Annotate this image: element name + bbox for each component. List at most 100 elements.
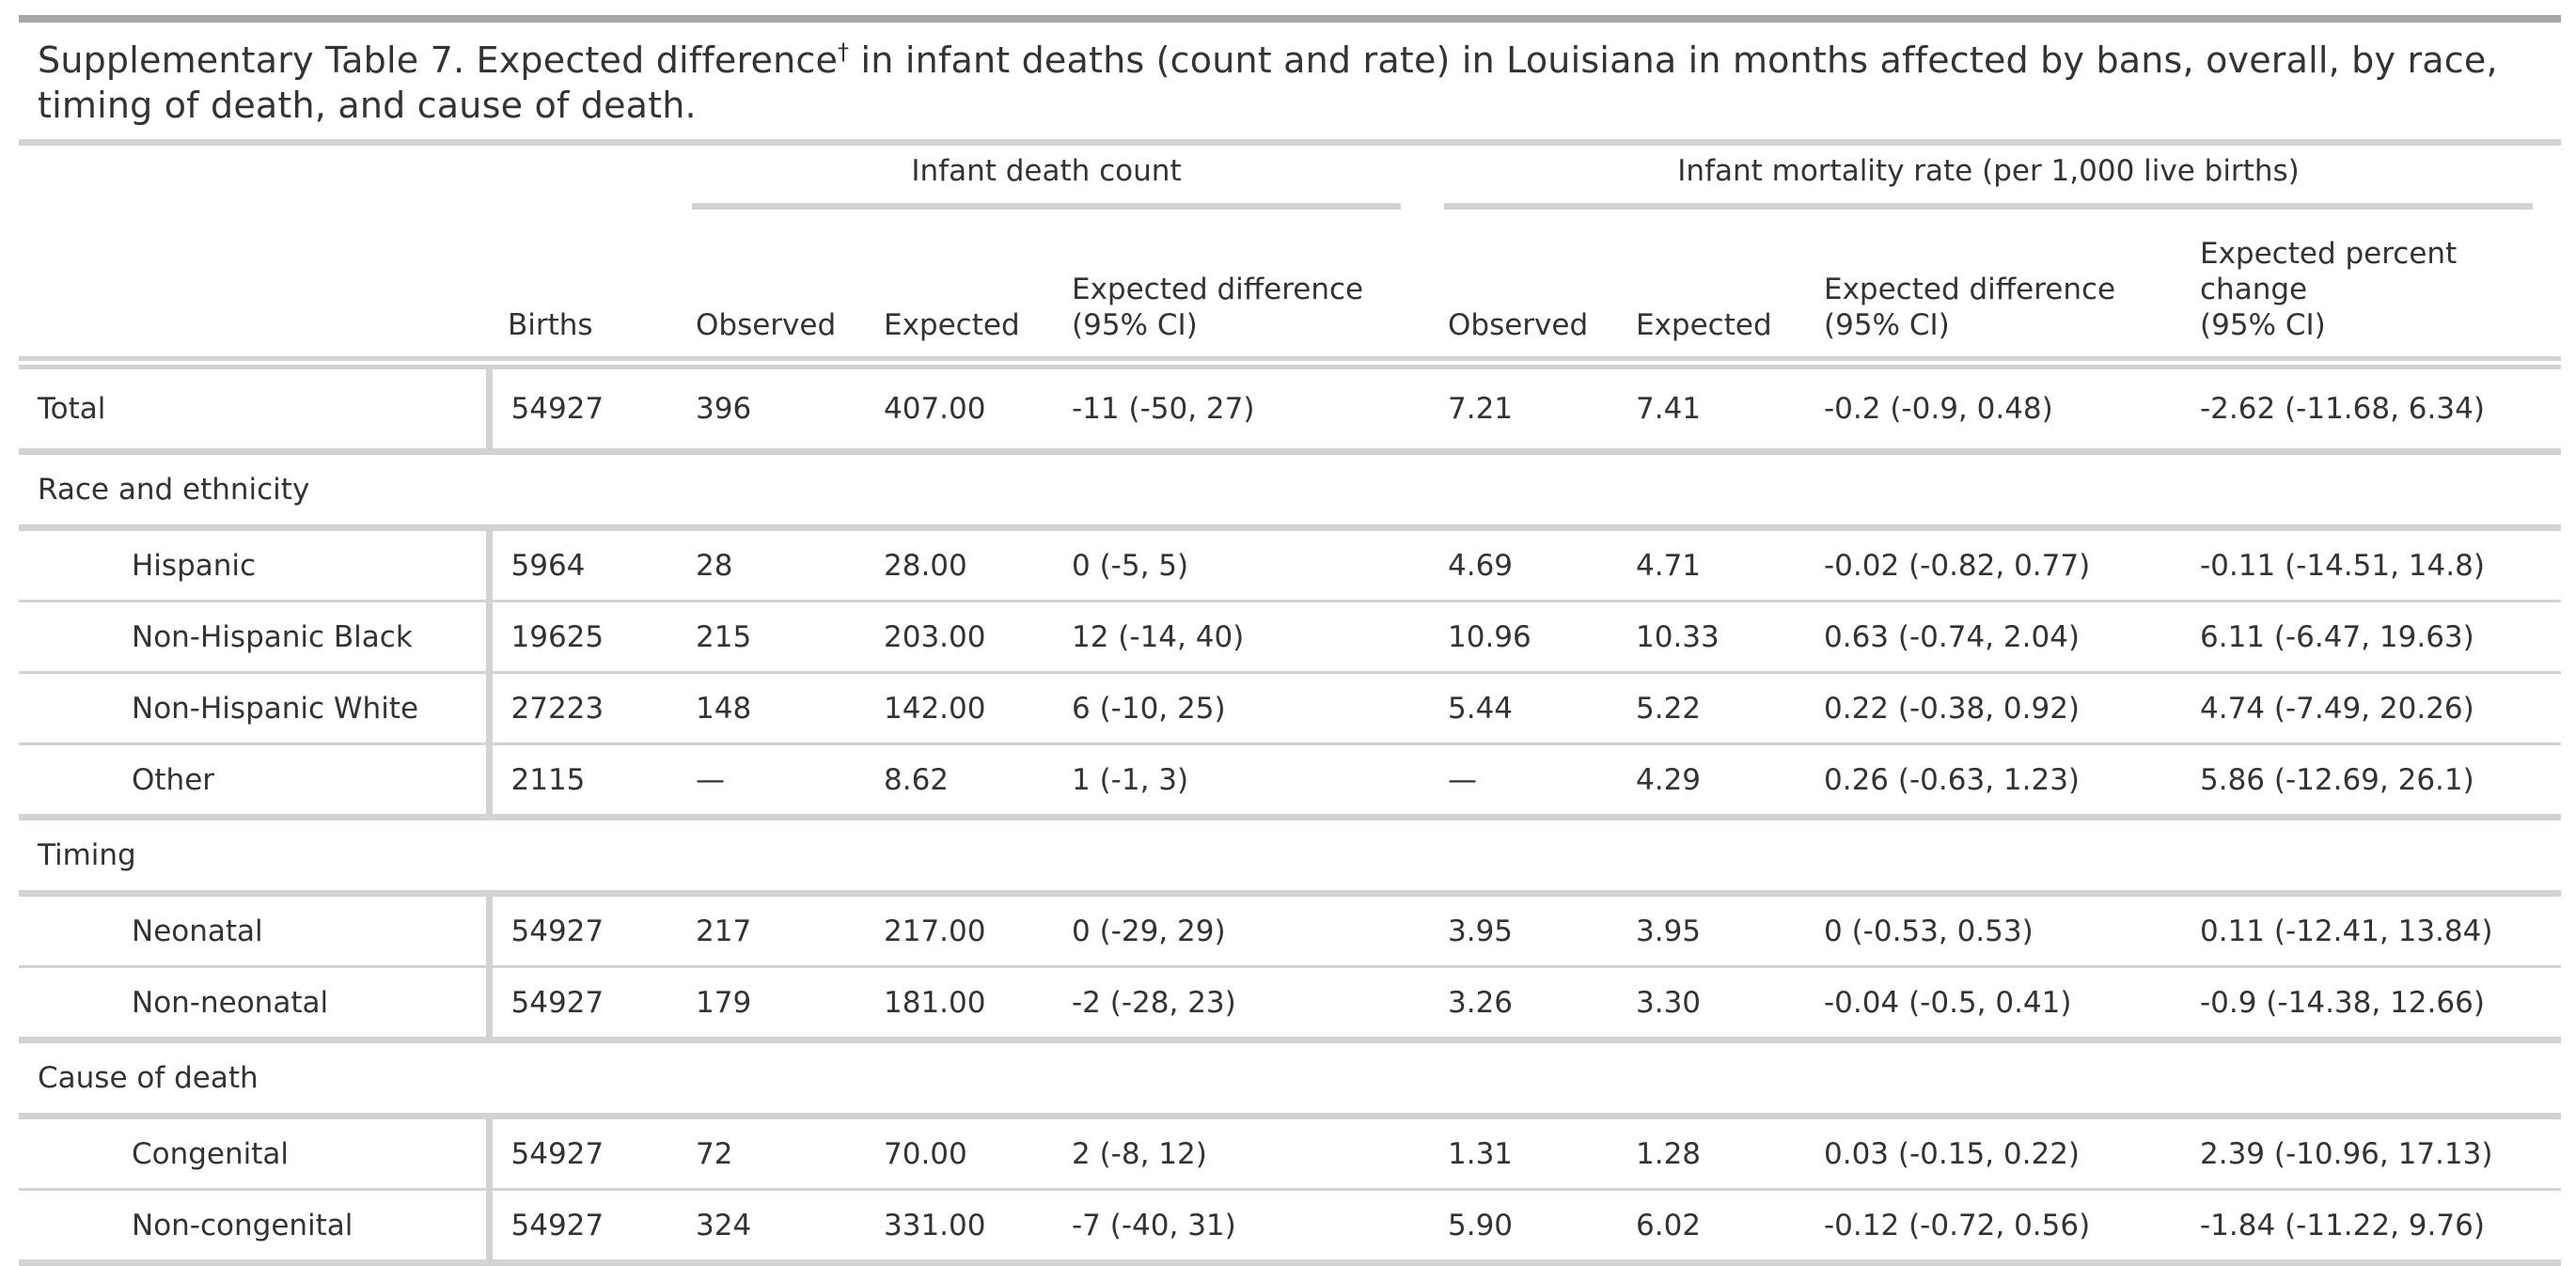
cell-rate-observed: 4.69 — [1429, 527, 1617, 602]
cell-births: 19625 — [489, 601, 677, 674]
cell-births: 54927 — [489, 363, 677, 455]
cell-rate-expected: 5.22 — [1617, 672, 1805, 745]
stub-header — [19, 210, 489, 369]
cell-rate-observed: 3.95 — [1429, 893, 1617, 968]
table-row: Neonatal 54927 217 217.00 0 (-29, 29) 3.… — [19, 893, 2562, 968]
cell-rate-observed: 10.96 — [1429, 601, 1617, 674]
header-line: (95% CI) — [1824, 308, 1950, 342]
cell-pct-change: 2.39 (-10.96, 17.13) — [2181, 1116, 2562, 1191]
cell-rate-observed: 7.21 — [1429, 363, 1617, 455]
header-line: (95% CI) — [1072, 308, 1198, 342]
cell-rate-diff: -0.02 (-0.82, 0.77) — [1805, 527, 2181, 602]
cell-count-diff: 2 (-8, 12) — [1053, 1116, 1429, 1191]
group-label: Race and ethnicity — [19, 451, 2562, 531]
cell-rate-observed: 1.31 — [1429, 1116, 1617, 1191]
group-header-timing: Timing — [19, 817, 2562, 897]
cell-count-observed: — — [677, 743, 865, 821]
header-line: (95% CI) — [2200, 308, 2326, 342]
cell-count-expected: 142.00 — [865, 672, 1053, 745]
cell-rate-expected: 4.29 — [1617, 743, 1805, 821]
col-count-observed: Observed — [677, 210, 865, 369]
cell-count-observed: 217 — [677, 893, 865, 968]
row-label: Non-neonatal — [19, 966, 493, 1043]
spanner-infant-death-count: Infant death count — [677, 146, 1429, 210]
cell-count-expected: 8.62 — [865, 743, 1053, 821]
row-label: Non-Hispanic White — [19, 672, 493, 745]
cell-count-observed: 179 — [677, 966, 865, 1043]
cell-count-diff: 0 (-5, 5) — [1053, 527, 1429, 602]
cell-births: 54927 — [489, 1116, 677, 1191]
cell-count-expected: 181.00 — [865, 966, 1053, 1043]
col-rate-observed: Observed — [1429, 210, 1617, 369]
cell-pct-change: 4.74 (-7.49, 20.26) — [2181, 672, 2562, 745]
cell-rate-observed: — — [1429, 743, 1617, 821]
cell-count-diff: 12 (-14, 40) — [1053, 601, 1429, 674]
cell-rate-diff: -0.2 (-0.9, 0.48) — [1805, 363, 2181, 455]
row-label: Hispanic — [19, 527, 493, 602]
cell-count-observed: 396 — [677, 363, 865, 455]
cell-count-observed: 72 — [677, 1116, 865, 1191]
cell-count-diff: 0 (-29, 29) — [1053, 893, 1429, 968]
table-row: Congenital 54927 72 70.00 2 (-8, 12) 1.3… — [19, 1116, 2562, 1191]
cell-rate-expected: 3.95 — [1617, 893, 1805, 968]
cell-count-observed: 215 — [677, 601, 865, 674]
cell-count-expected: 407.00 — [865, 363, 1053, 455]
cell-rate-diff: 0.22 (-0.38, 0.92) — [1805, 672, 2181, 745]
row-label: Congenital — [19, 1116, 493, 1191]
col-pct-change: Expected percent change (95% CI) — [2181, 210, 2562, 369]
cell-count-expected: 28.00 — [865, 527, 1053, 602]
cell-count-expected: 203.00 — [865, 601, 1053, 674]
cell-rate-observed: 5.44 — [1429, 672, 1617, 745]
title-text: Supplementary Table 7. Expected differen… — [38, 39, 839, 81]
cell-rate-diff: 0.26 (-0.63, 1.23) — [1805, 743, 2181, 821]
table-row-total: Total 54927 396 407.00 -11 (-50, 27) 7.2… — [19, 363, 2562, 455]
table-row: Non-Hispanic White 27223 148 142.00 6 (-… — [19, 672, 2562, 745]
table-row: Hispanic 5964 28 28.00 0 (-5, 5) 4.69 4.… — [19, 527, 2562, 602]
cell-pct-change: 0.11 (-12.41, 13.84) — [2181, 893, 2562, 968]
cell-count-observed: 28 — [677, 527, 865, 602]
cell-pct-change: 6.11 (-6.47, 19.63) — [2181, 601, 2562, 674]
cell-rate-expected: 4.71 — [1617, 527, 1805, 602]
cell-count-observed: 148 — [677, 672, 865, 745]
spanner-line — [1444, 203, 2534, 210]
spanner-line — [692, 203, 1401, 210]
cell-rate-observed: 3.26 — [1429, 966, 1617, 1043]
column-header-row: Births Observed Expected Expected differ… — [19, 210, 2562, 369]
cell-rate-diff: -0.04 (-0.5, 0.41) — [1805, 966, 2181, 1043]
row-label: Total — [19, 363, 493, 455]
cell-rate-diff: 0.63 (-0.74, 2.04) — [1805, 601, 2181, 674]
spanner-label: Infant death count — [911, 154, 1182, 188]
cell-rate-diff: 0 (-0.53, 0.53) — [1805, 893, 2181, 968]
results-table: Infant death count Infant mortality rate… — [19, 146, 2562, 1266]
cell-rate-diff: 0.03 (-0.15, 0.22) — [1805, 1116, 2181, 1191]
group-header-race: Race and ethnicity — [19, 451, 2562, 531]
cell-count-diff: -11 (-50, 27) — [1053, 363, 1429, 455]
row-label: Neonatal — [19, 893, 493, 968]
table-title: Supplementary Table 7. Expected differen… — [19, 23, 2561, 139]
cell-births: 54927 — [489, 893, 677, 968]
cell-pct-change: -0.11 (-14.51, 14.8) — [2181, 527, 2562, 602]
row-label: Other — [19, 743, 493, 821]
cell-count-diff: -2 (-28, 23) — [1053, 966, 1429, 1043]
cell-pct-change: -0.9 (-14.38, 12.66) — [2181, 966, 2562, 1043]
col-count-diff: Expected difference (95% CI) — [1053, 210, 1429, 369]
cell-count-diff: 6 (-10, 25) — [1053, 672, 1429, 745]
header-line: Expected difference — [1824, 273, 2116, 306]
table-row: Other 2115 — 8.62 1 (-1, 3) — 4.29 0.26 … — [19, 743, 2562, 821]
cell-births: 2115 — [489, 743, 677, 821]
cell-births: 54927 — [489, 966, 677, 1043]
header-line: Expected percent — [2200, 237, 2458, 271]
row-label: Non-Hispanic Black — [19, 601, 493, 674]
group-label: Cause of death — [19, 1039, 2562, 1119]
spanner-row: Infant death count Infant mortality rate… — [19, 146, 2561, 210]
cell-rate-expected: 10.33 — [1617, 601, 1805, 674]
table-row: Non-neonatal 54927 179 181.00 -2 (-28, 2… — [19, 966, 2562, 1043]
table-row: Non-Hispanic Black 19625 215 203.00 12 (… — [19, 601, 2562, 674]
cell-count-diff: 1 (-1, 3) — [1053, 743, 1429, 821]
spanner-infant-mortality-rate: Infant mortality rate (per 1,000 live bi… — [1429, 146, 2561, 210]
title-rule — [19, 139, 2561, 146]
group-label: Timing — [19, 817, 2562, 897]
header-line: change — [2200, 273, 2308, 306]
spanner-blank — [19, 146, 677, 210]
cell-count-expected: 217.00 — [865, 893, 1053, 968]
